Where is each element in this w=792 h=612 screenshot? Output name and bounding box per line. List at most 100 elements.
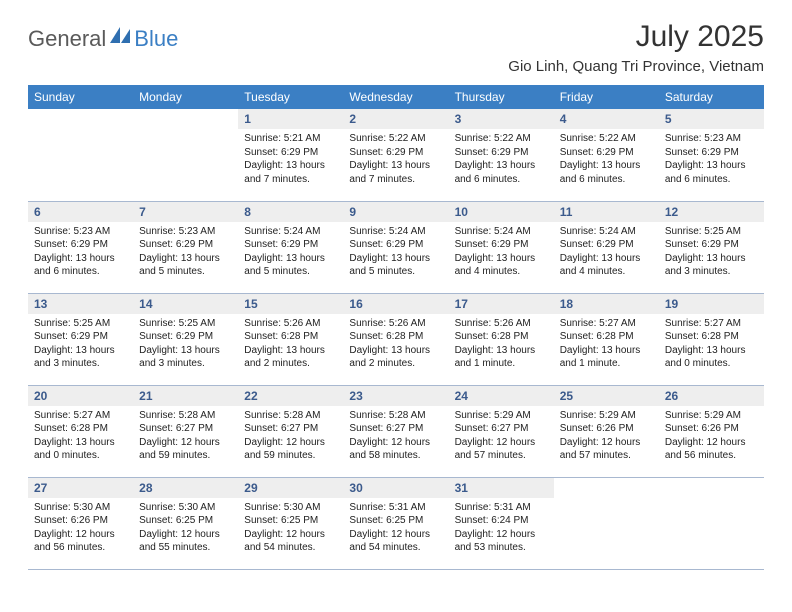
day-number: 8 — [238, 202, 343, 222]
weekday-header: Monday — [133, 85, 238, 109]
calendar-day-cell: 29Sunrise: 5:30 AMSunset: 6:25 PMDayligh… — [238, 477, 343, 569]
day-number: 16 — [343, 294, 448, 314]
calendar-day-cell: 25Sunrise: 5:29 AMSunset: 6:26 PMDayligh… — [554, 385, 659, 477]
day-number: 25 — [554, 386, 659, 406]
calendar-day-cell: 21Sunrise: 5:28 AMSunset: 6:27 PMDayligh… — [133, 385, 238, 477]
calendar-day-cell: 1Sunrise: 5:21 AMSunset: 6:29 PMDaylight… — [238, 109, 343, 201]
weekday-header: Saturday — [659, 85, 764, 109]
calendar-day-cell: 30Sunrise: 5:31 AMSunset: 6:25 PMDayligh… — [343, 477, 448, 569]
logo-sail-icon — [110, 27, 130, 48]
calendar-day-cell: 3Sunrise: 5:22 AMSunset: 6:29 PMDaylight… — [449, 109, 554, 201]
day-number: 5 — [659, 109, 764, 129]
calendar-day-cell — [133, 109, 238, 201]
day-number: 4 — [554, 109, 659, 129]
day-details: Sunrise: 5:26 AMSunset: 6:28 PMDaylight:… — [449, 314, 554, 375]
day-details: Sunrise: 5:22 AMSunset: 6:29 PMDaylight:… — [343, 129, 448, 190]
day-details: Sunrise: 5:28 AMSunset: 6:27 PMDaylight:… — [343, 406, 448, 467]
weekday-header: Thursday — [449, 85, 554, 109]
day-number: 31 — [449, 478, 554, 498]
day-details: Sunrise: 5:29 AMSunset: 6:27 PMDaylight:… — [449, 406, 554, 467]
day-number: 7 — [133, 202, 238, 222]
day-details: Sunrise: 5:30 AMSunset: 6:25 PMDaylight:… — [238, 498, 343, 559]
day-details: Sunrise: 5:30 AMSunset: 6:25 PMDaylight:… — [133, 498, 238, 559]
day-details: Sunrise: 5:25 AMSunset: 6:29 PMDaylight:… — [133, 314, 238, 375]
day-number: 9 — [343, 202, 448, 222]
calendar-week-row: 20Sunrise: 5:27 AMSunset: 6:28 PMDayligh… — [28, 385, 764, 477]
header: General Blue July 2025 Gio Linh, Quang T… — [28, 20, 764, 75]
day-number: 15 — [238, 294, 343, 314]
logo: General Blue — [28, 26, 178, 52]
day-number: 30 — [343, 478, 448, 498]
calendar-day-cell: 28Sunrise: 5:30 AMSunset: 6:25 PMDayligh… — [133, 477, 238, 569]
day-details: Sunrise: 5:27 AMSunset: 6:28 PMDaylight:… — [554, 314, 659, 375]
calendar-day-cell: 27Sunrise: 5:30 AMSunset: 6:26 PMDayligh… — [28, 477, 133, 569]
day-details: Sunrise: 5:31 AMSunset: 6:24 PMDaylight:… — [449, 498, 554, 559]
calendar-day-cell — [28, 109, 133, 201]
calendar-week-row: 27Sunrise: 5:30 AMSunset: 6:26 PMDayligh… — [28, 477, 764, 569]
calendar-day-cell: 23Sunrise: 5:28 AMSunset: 6:27 PMDayligh… — [343, 385, 448, 477]
day-number: 24 — [449, 386, 554, 406]
calendar-day-cell: 15Sunrise: 5:26 AMSunset: 6:28 PMDayligh… — [238, 293, 343, 385]
calendar-day-cell: 9Sunrise: 5:24 AMSunset: 6:29 PMDaylight… — [343, 201, 448, 293]
day-number: 20 — [28, 386, 133, 406]
location: Gio Linh, Quang Tri Province, Vietnam — [508, 58, 764, 75]
calendar-day-cell: 14Sunrise: 5:25 AMSunset: 6:29 PMDayligh… — [133, 293, 238, 385]
weekday-header: Sunday — [28, 85, 133, 109]
calendar-page: General Blue July 2025 Gio Linh, Quang T… — [0, 0, 792, 590]
day-number: 12 — [659, 202, 764, 222]
day-number: 18 — [554, 294, 659, 314]
calendar-day-cell: 6Sunrise: 5:23 AMSunset: 6:29 PMDaylight… — [28, 201, 133, 293]
day-details: Sunrise: 5:23 AMSunset: 6:29 PMDaylight:… — [28, 222, 133, 283]
day-details: Sunrise: 5:28 AMSunset: 6:27 PMDaylight:… — [133, 406, 238, 467]
day-details: Sunrise: 5:27 AMSunset: 6:28 PMDaylight:… — [659, 314, 764, 375]
day-details: Sunrise: 5:26 AMSunset: 6:28 PMDaylight:… — [343, 314, 448, 375]
day-number: 23 — [343, 386, 448, 406]
day-details: Sunrise: 5:21 AMSunset: 6:29 PMDaylight:… — [238, 129, 343, 190]
calendar-day-cell: 17Sunrise: 5:26 AMSunset: 6:28 PMDayligh… — [449, 293, 554, 385]
calendar-day-cell — [659, 477, 764, 569]
day-number: 6 — [28, 202, 133, 222]
day-number: 17 — [449, 294, 554, 314]
calendar-week-row: 6Sunrise: 5:23 AMSunset: 6:29 PMDaylight… — [28, 201, 764, 293]
day-number: 2 — [343, 109, 448, 129]
day-number: 19 — [659, 294, 764, 314]
calendar-day-cell: 20Sunrise: 5:27 AMSunset: 6:28 PMDayligh… — [28, 385, 133, 477]
day-number: 3 — [449, 109, 554, 129]
day-details: Sunrise: 5:23 AMSunset: 6:29 PMDaylight:… — [133, 222, 238, 283]
day-number: 10 — [449, 202, 554, 222]
day-details: Sunrise: 5:24 AMSunset: 6:29 PMDaylight:… — [238, 222, 343, 283]
weekday-header: Tuesday — [238, 85, 343, 109]
day-details: Sunrise: 5:29 AMSunset: 6:26 PMDaylight:… — [659, 406, 764, 467]
calendar-day-cell: 24Sunrise: 5:29 AMSunset: 6:27 PMDayligh… — [449, 385, 554, 477]
weekday-header: Wednesday — [343, 85, 448, 109]
calendar-week-row: 13Sunrise: 5:25 AMSunset: 6:29 PMDayligh… — [28, 293, 764, 385]
weekday-header: Friday — [554, 85, 659, 109]
day-details: Sunrise: 5:25 AMSunset: 6:29 PMDaylight:… — [28, 314, 133, 375]
calendar-day-cell: 4Sunrise: 5:22 AMSunset: 6:29 PMDaylight… — [554, 109, 659, 201]
logo-text-general: General — [28, 26, 106, 52]
day-details: Sunrise: 5:31 AMSunset: 6:25 PMDaylight:… — [343, 498, 448, 559]
calendar-day-cell: 31Sunrise: 5:31 AMSunset: 6:24 PMDayligh… — [449, 477, 554, 569]
day-number: 29 — [238, 478, 343, 498]
calendar-day-cell — [554, 477, 659, 569]
day-details: Sunrise: 5:22 AMSunset: 6:29 PMDaylight:… — [554, 129, 659, 190]
calendar-table: SundayMondayTuesdayWednesdayThursdayFrid… — [28, 85, 764, 570]
day-details: Sunrise: 5:30 AMSunset: 6:26 PMDaylight:… — [28, 498, 133, 559]
day-number: 11 — [554, 202, 659, 222]
title-block: July 2025 Gio Linh, Quang Tri Province, … — [508, 20, 764, 75]
day-number: 21 — [133, 386, 238, 406]
logo-text-blue: Blue — [134, 26, 178, 52]
day-details: Sunrise: 5:23 AMSunset: 6:29 PMDaylight:… — [659, 129, 764, 190]
day-details: Sunrise: 5:25 AMSunset: 6:29 PMDaylight:… — [659, 222, 764, 283]
weekday-header-row: SundayMondayTuesdayWednesdayThursdayFrid… — [28, 85, 764, 109]
day-details: Sunrise: 5:26 AMSunset: 6:28 PMDaylight:… — [238, 314, 343, 375]
day-number: 28 — [133, 478, 238, 498]
calendar-day-cell: 11Sunrise: 5:24 AMSunset: 6:29 PMDayligh… — [554, 201, 659, 293]
calendar-day-cell: 7Sunrise: 5:23 AMSunset: 6:29 PMDaylight… — [133, 201, 238, 293]
calendar-day-cell: 22Sunrise: 5:28 AMSunset: 6:27 PMDayligh… — [238, 385, 343, 477]
calendar-week-row: 1Sunrise: 5:21 AMSunset: 6:29 PMDaylight… — [28, 109, 764, 201]
day-number: 22 — [238, 386, 343, 406]
day-number: 27 — [28, 478, 133, 498]
day-details: Sunrise: 5:24 AMSunset: 6:29 PMDaylight:… — [554, 222, 659, 283]
day-details: Sunrise: 5:29 AMSunset: 6:26 PMDaylight:… — [554, 406, 659, 467]
